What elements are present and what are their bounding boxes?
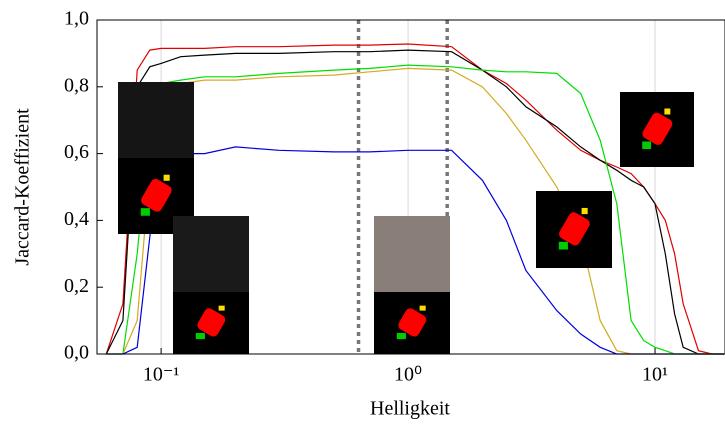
- thumbnail: [374, 216, 450, 292]
- thumbnail-mask: [419, 305, 426, 311]
- thumbnail-mask: [642, 141, 652, 149]
- y-axis-label: Jaccard-Koeffizient: [12, 108, 34, 266]
- thumbnail-mask: [581, 207, 588, 215]
- thumbnail-mask: [558, 241, 568, 250]
- thumbnail-mask: [141, 178, 172, 212]
- y-tick-label: 0,0: [64, 342, 89, 364]
- thumbnail-mask: [559, 212, 590, 246]
- y-tick-label: 1,0: [64, 8, 89, 30]
- y-tick-label: 0,2: [64, 275, 89, 297]
- y-tick-label: 0,4: [64, 208, 89, 230]
- series-line: [105, 49, 724, 355]
- series-line: [106, 64, 724, 355]
- thumbnail: [173, 216, 249, 292]
- thumbnail-mask: [163, 174, 170, 181]
- thumbnail-mask: [642, 112, 673, 145]
- x-tick-label: 10⁰: [394, 364, 422, 386]
- thumbnail-mask: [398, 308, 427, 337]
- plot-frame: [96, 19, 725, 355]
- series-line: [105, 43, 724, 355]
- thumbnail-mask: [396, 332, 406, 340]
- thumbnail-mask: [197, 308, 226, 337]
- thumbnail-mask: [664, 108, 671, 115]
- x-tick-label: 10⁻¹: [143, 364, 180, 386]
- x-tick-label: 10¹: [642, 364, 668, 386]
- thumbnail: [118, 82, 194, 158]
- y-tick-label: 0,6: [64, 141, 89, 163]
- thumbnail-mask: [218, 305, 225, 311]
- x-axis-label: Helligkeit: [370, 398, 450, 420]
- thumbnail-mask: [140, 208, 150, 216]
- y-tick-label: 0,8: [64, 74, 89, 96]
- thumbnail-mask: [195, 332, 205, 340]
